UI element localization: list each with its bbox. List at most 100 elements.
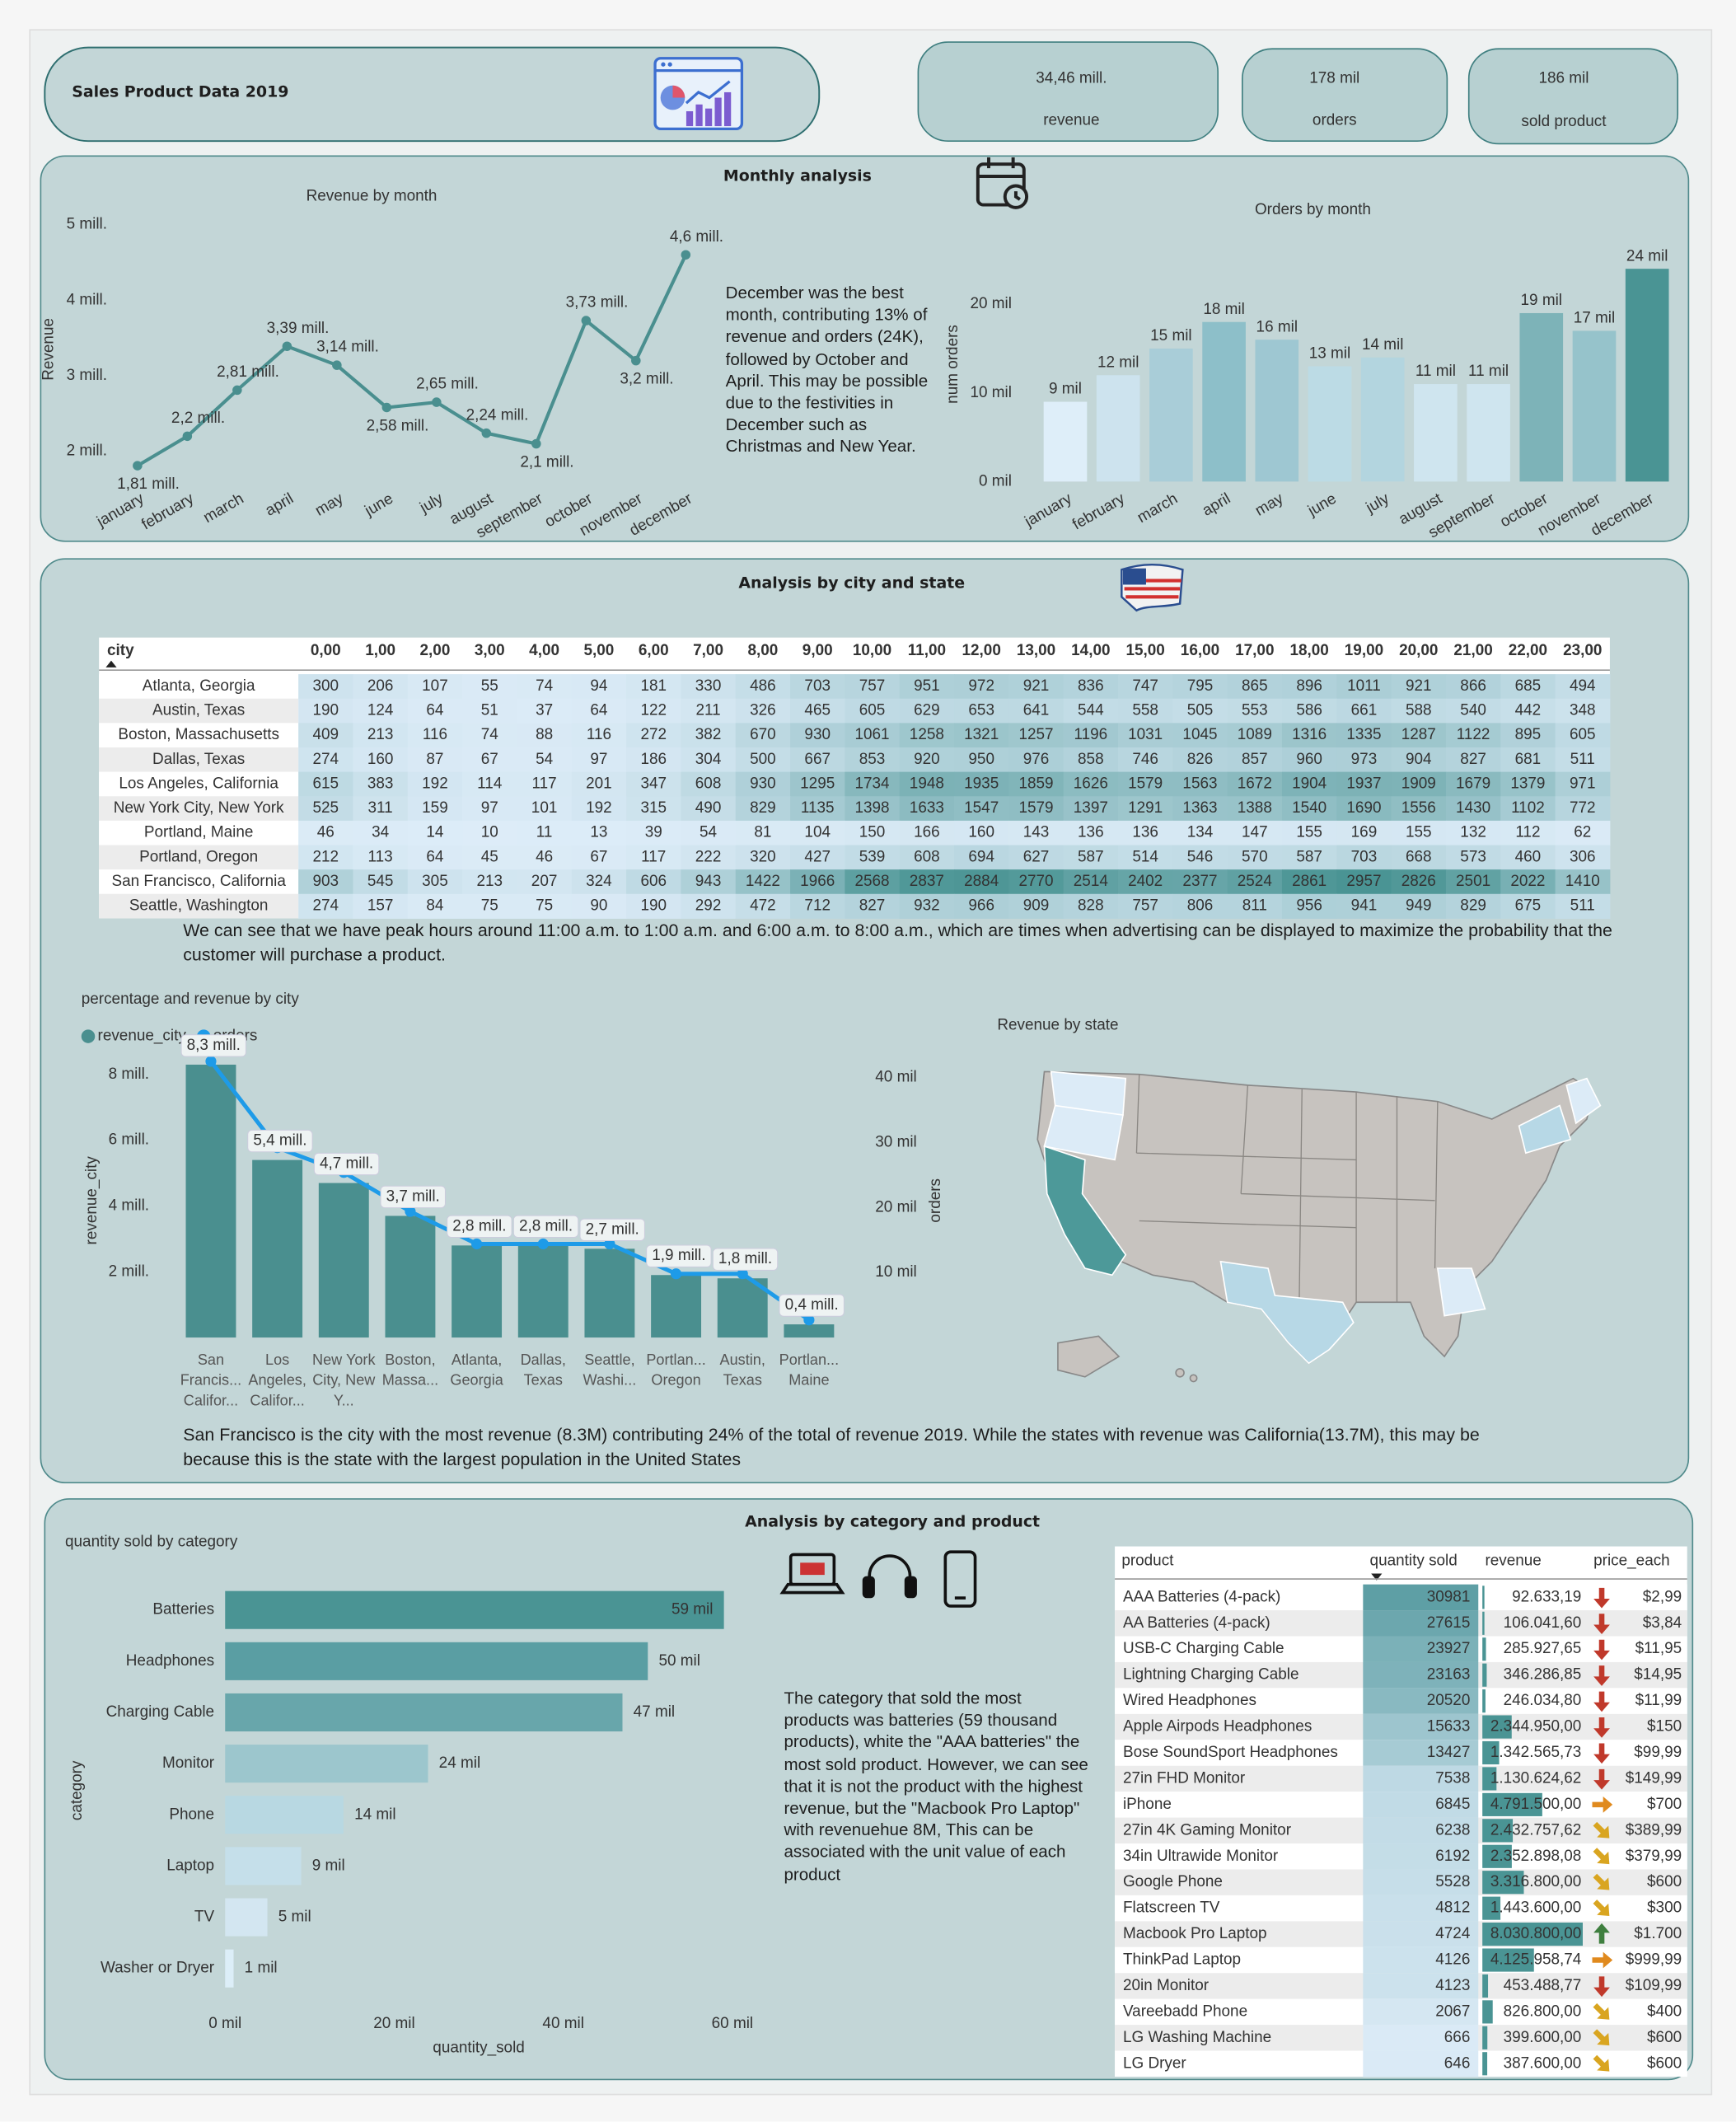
heat-cell bbox=[407, 796, 463, 822]
cell-value: 132 bbox=[1460, 824, 1486, 841]
y-tick-label: 4 mill. bbox=[67, 291, 107, 308]
product-name: iPhone bbox=[1123, 1796, 1172, 1813]
data-label: 1,8 mill. bbox=[718, 1250, 772, 1267]
heat-cell bbox=[1117, 747, 1173, 773]
heat-cell bbox=[462, 747, 517, 773]
heat-cell bbox=[1063, 674, 1119, 700]
y-tick-label: Phone bbox=[169, 1806, 214, 1823]
heat-cell bbox=[899, 771, 955, 797]
price-value: $379,99 bbox=[1626, 1848, 1682, 1865]
heat-cell bbox=[517, 771, 573, 797]
cell-value: 703 bbox=[1351, 848, 1378, 865]
table-header: 4,00 bbox=[529, 642, 559, 659]
cell-value: 112 bbox=[1515, 824, 1540, 841]
revenue-bar bbox=[1482, 1663, 1487, 1687]
cell-value: 107 bbox=[422, 677, 448, 695]
kpi-label: sold product bbox=[1521, 113, 1607, 130]
y-tick-label: 2 mill. bbox=[67, 443, 107, 460]
price-value: $149,99 bbox=[1626, 1769, 1682, 1787]
quantity-cell bbox=[1363, 1817, 1479, 1844]
bar bbox=[252, 1159, 303, 1338]
note-text: We can see that we have peak hours aroun… bbox=[183, 920, 1612, 965]
bar bbox=[1308, 366, 1352, 482]
data-label: 8,3 mill. bbox=[187, 1037, 241, 1054]
x-tick-label: Seattle, Washi... bbox=[583, 1352, 637, 1389]
cell-value: 553 bbox=[1242, 702, 1268, 719]
cell-value: 811 bbox=[1242, 897, 1267, 915]
cell-value: 160 bbox=[367, 751, 394, 768]
point bbox=[133, 461, 143, 471]
heat-cell bbox=[1336, 674, 1392, 700]
trend-arrow bbox=[1592, 1951, 1613, 1969]
y-tick-label: Charging Cable bbox=[106, 1703, 214, 1721]
cell-value: 272 bbox=[640, 726, 667, 743]
trend-arrow bbox=[1593, 1639, 1610, 1661]
data-label: 0,4 mill. bbox=[785, 1296, 839, 1314]
quantity-value: 7538 bbox=[1435, 1769, 1470, 1787]
heat-cell bbox=[1336, 723, 1392, 748]
revenue-value: 1.443.600,00 bbox=[1490, 1899, 1581, 1917]
heat-cell bbox=[790, 698, 845, 724]
cell-value: 147 bbox=[1242, 824, 1268, 841]
cell-value: 540 bbox=[1460, 702, 1486, 719]
cell-value: 1430 bbox=[1456, 799, 1490, 817]
point bbox=[432, 397, 442, 407]
x-tick-label-text: Los Angeles, Califor... bbox=[248, 1352, 306, 1410]
bar bbox=[1202, 321, 1246, 482]
revenue-value: 346.286,85 bbox=[1504, 1666, 1582, 1684]
note-text: The category that sold the most products… bbox=[784, 1689, 1088, 1884]
cell-value: 192 bbox=[586, 799, 612, 817]
trend-arrow bbox=[1593, 1923, 1610, 1944]
heat-cell bbox=[407, 674, 463, 700]
data-label: 17 mil bbox=[1574, 310, 1615, 327]
cell-value: 836 bbox=[1078, 677, 1104, 695]
heat-cell bbox=[681, 674, 737, 700]
bar bbox=[225, 1898, 268, 1937]
cell-value: 274 bbox=[313, 751, 339, 768]
cell-value: 117 bbox=[532, 775, 557, 792]
heat-cell bbox=[1555, 674, 1611, 700]
heat-cell bbox=[1172, 747, 1228, 773]
cell-value: 442 bbox=[1515, 702, 1542, 719]
row-bg bbox=[99, 796, 299, 821]
cell-value: 64 bbox=[590, 702, 607, 719]
heat-cell bbox=[845, 771, 901, 797]
heat-cell bbox=[571, 723, 627, 748]
city-label: Atlanta, Georgia bbox=[143, 677, 255, 695]
price-value: $3,84 bbox=[1643, 1614, 1682, 1632]
quantity-cell bbox=[1363, 1765, 1479, 1792]
cell-value: 10 bbox=[481, 824, 498, 841]
cell-value: 1379 bbox=[1510, 775, 1545, 792]
heat-cell bbox=[517, 820, 573, 846]
heat-cell bbox=[845, 893, 901, 919]
heat-cell bbox=[1227, 723, 1283, 748]
heat-cell bbox=[626, 723, 681, 748]
cell-value: 460 bbox=[1515, 848, 1542, 865]
heat-cell bbox=[954, 771, 1009, 797]
cell-value: 1579 bbox=[1018, 799, 1053, 817]
cell-value: 54 bbox=[536, 751, 553, 768]
data-label: 1,9 mill. bbox=[652, 1247, 705, 1264]
trend-arrow bbox=[1593, 1614, 1610, 1634]
price-value: $11,95 bbox=[1635, 1640, 1682, 1657]
cell-value: 1321 bbox=[964, 726, 999, 743]
cell-value: 160 bbox=[968, 824, 994, 841]
point bbox=[537, 1238, 549, 1250]
heat-cell bbox=[1008, 723, 1065, 748]
price-value: $1.700 bbox=[1634, 1925, 1682, 1942]
cell-value: 201 bbox=[586, 775, 612, 792]
cell-value: 347 bbox=[640, 775, 667, 792]
cell-value: 1135 bbox=[801, 799, 835, 817]
cell-value: 159 bbox=[422, 799, 448, 817]
product-name: LG Dryer bbox=[1123, 2054, 1186, 2072]
price-value: $600 bbox=[1647, 1873, 1682, 1890]
heat-cell bbox=[899, 723, 955, 748]
cell-value: 829 bbox=[750, 799, 776, 817]
heat-cell bbox=[1172, 820, 1228, 846]
heat-cell bbox=[1117, 698, 1173, 724]
heat-cell bbox=[353, 845, 409, 870]
row-bg bbox=[99, 674, 299, 699]
heat-cell bbox=[899, 869, 955, 895]
heat-cell bbox=[1117, 845, 1173, 870]
quantity-cell bbox=[1363, 1921, 1479, 1948]
